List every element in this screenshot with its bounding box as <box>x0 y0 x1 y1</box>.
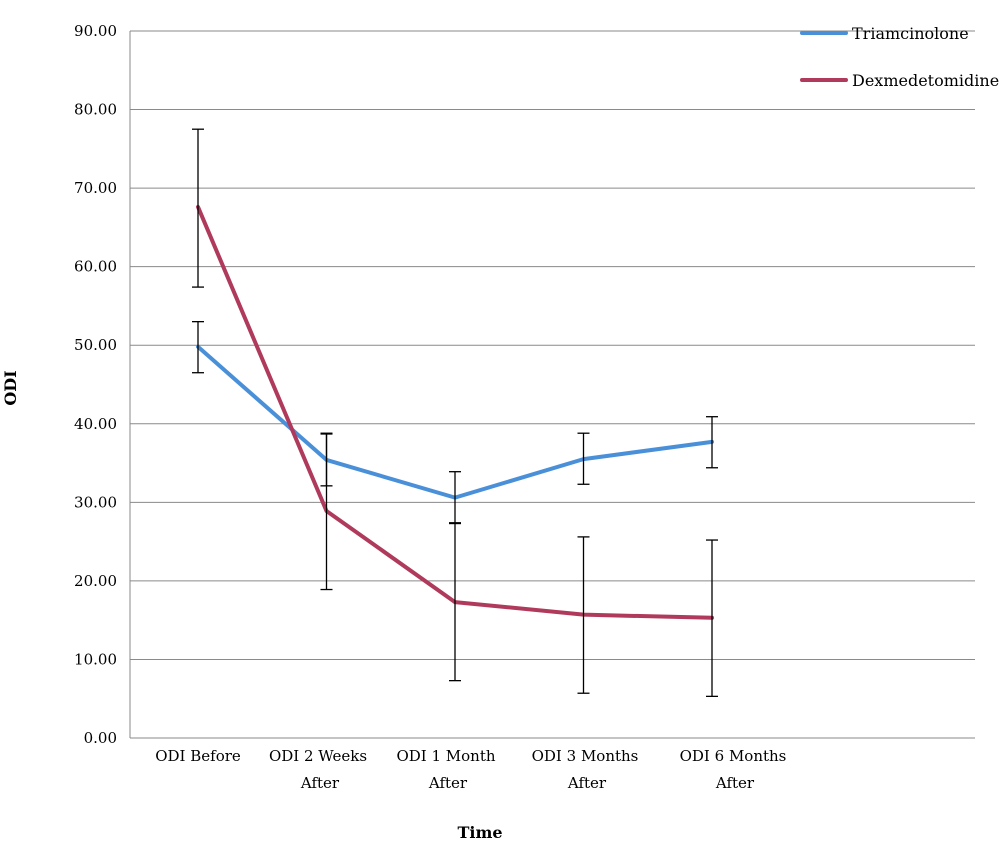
gridlines <box>130 30 975 739</box>
y-tick-label: 90.00 <box>74 22 117 40</box>
x-tick-label: After <box>428 774 468 792</box>
y-tick-labels: 0.00 10.00 20.00 30.00 40.00 50.00 60.00 70.00 8… <box>74 22 117 747</box>
x-tick-label: After <box>715 774 755 792</box>
error-bars <box>192 128 718 698</box>
y-axis-title: ODI <box>1 370 20 405</box>
y-tick-label: 50.00 <box>74 336 117 354</box>
error-bar-dexmedetomidine <box>577 536 590 694</box>
error-bar-triamcinolone <box>449 471 461 524</box>
error-bar-dexmedetomidine <box>706 539 718 698</box>
y-tick-label: 0.00 <box>84 729 117 747</box>
x-tick-label: After <box>300 774 340 792</box>
error-bar-dexmedetomidine <box>192 128 204 288</box>
x-tick-label: After <box>567 774 607 792</box>
error-bar-dexmedetomidine <box>449 522 461 682</box>
y-tick-label: 30.00 <box>74 493 117 511</box>
y-tick-label: 70.00 <box>74 179 117 197</box>
legend: Triamcinolone Dexmedetomidine <box>800 24 999 90</box>
x-tick-labels: ODI Before ODI 2 Weeks After ODI 1 Month Aft… <box>155 747 786 792</box>
error-bar-triamcinolone <box>192 321 204 374</box>
x-axis-title: Time <box>457 823 502 842</box>
x-tick-label: ODI 2 Weeks <box>269 747 367 765</box>
error-bar-dexmedetomidine <box>320 432 333 591</box>
error-bar-triamcinolone <box>706 416 718 469</box>
y-tick-label: 60.00 <box>74 258 117 276</box>
y-tick-label: 10.00 <box>74 650 117 668</box>
error-bar-triamcinolone <box>577 432 590 485</box>
x-tick-label: ODI 6 Months <box>680 747 787 765</box>
y-tick-label: 40.00 <box>74 415 117 433</box>
x-tick-label: ODI 3 Months <box>532 747 639 765</box>
legend-label-triamcinolone: Triamcinolone <box>852 24 969 43</box>
x-tick-label: ODI Before <box>155 747 241 765</box>
y-tick-label: 20.00 <box>74 572 117 590</box>
legend-label-dexmedetomidine: Dexmedetomidine <box>852 71 999 90</box>
x-tick-label: ODI 1 Month <box>396 747 495 765</box>
y-tick-label: 80.00 <box>74 101 117 119</box>
